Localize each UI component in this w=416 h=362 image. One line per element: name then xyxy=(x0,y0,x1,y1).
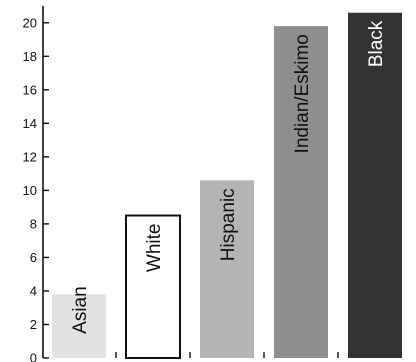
y-axis: 0 2 4 6 8 10 12 14 16 18 20 xyxy=(23,6,339,362)
y-tick-label: 6 xyxy=(30,250,37,265)
bar-hispanic xyxy=(200,180,254,358)
y-tick-label: 0 xyxy=(30,351,37,362)
bar-asian xyxy=(52,294,106,358)
y-tick-label: 12 xyxy=(23,149,37,164)
y-tick-label: 18 xyxy=(23,49,37,64)
y-tick-label: 14 xyxy=(23,116,37,131)
bar-white xyxy=(125,214,181,359)
y-tick-label: 8 xyxy=(30,216,37,231)
y-tick-label: 20 xyxy=(23,15,37,30)
bar-indian-eskimo xyxy=(274,26,328,358)
bar-label-indian-eskimo: Indian/Eskimo xyxy=(292,34,313,153)
bar-label-hispanic: Hispanic xyxy=(218,188,239,261)
y-tick-label: 10 xyxy=(23,183,37,198)
y-tick-label: 16 xyxy=(23,82,37,97)
bar-label-asian: Asian xyxy=(70,286,91,334)
y-tick-label: 4 xyxy=(30,283,37,298)
bars-group xyxy=(52,12,402,359)
bar-label-white: White xyxy=(144,224,165,273)
bar-label-black: Black xyxy=(366,20,387,67)
bar-labels-group: Asian White Hispanic Indian/Eskimo Black xyxy=(70,20,387,334)
bar-black xyxy=(348,12,402,358)
y-tick-label: 2 xyxy=(30,317,37,332)
